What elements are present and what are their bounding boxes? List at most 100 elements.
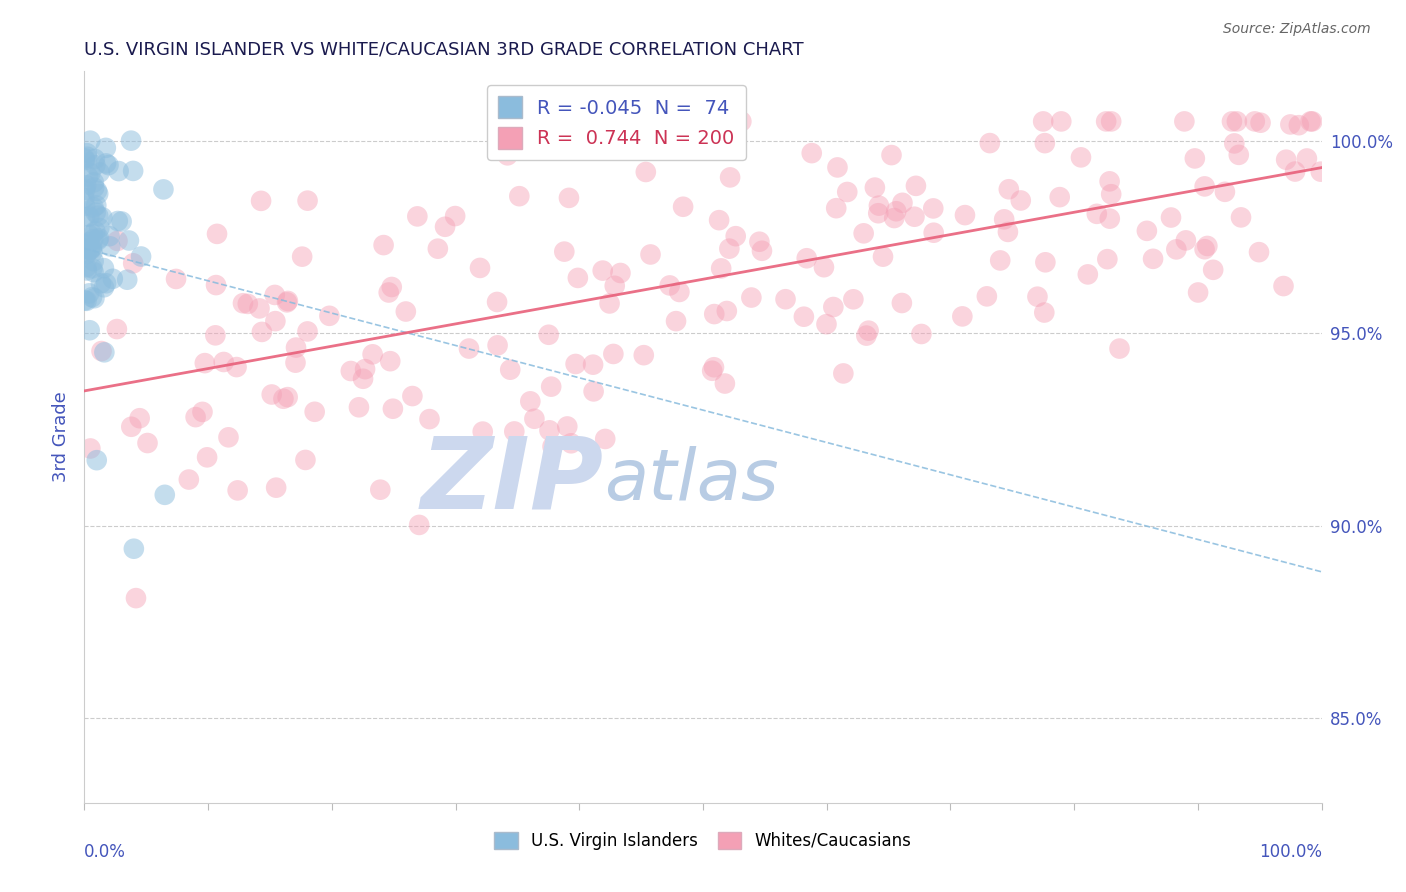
Text: 100.0%: 100.0% (1258, 843, 1322, 861)
Point (82, 245, 104, 260)
Point (204, 328, 226, 343)
Point (82, 240, 104, 254)
Point (922, 226, 945, 240)
Point (858, 324, 880, 338)
Point (294, 453, 316, 467)
Point (406, 210, 429, 224)
Point (76, 146, 98, 161)
Point (1032, 114, 1054, 128)
Point (1197, 239, 1219, 253)
Point (593, 432, 616, 446)
Point (855, 328, 877, 343)
Point (1284, 164, 1306, 178)
Point (152, 182, 174, 196)
Point (1026, 290, 1049, 304)
Point (603, 278, 626, 293)
Point (880, 148, 903, 162)
Point (80, 290, 103, 304)
Point (373, 238, 395, 252)
Point (73, 210, 96, 224)
Point (75, 260, 97, 275)
Point (508, 189, 530, 203)
Point (89, 221, 111, 235)
Point (668, 285, 690, 299)
Point (815, 317, 838, 331)
Point (1099, 114, 1122, 128)
Point (82, 227, 104, 242)
Point (118, 234, 141, 248)
Point (1136, 224, 1159, 238)
Point (716, 304, 738, 318)
Point (352, 372, 374, 386)
Point (76, 293, 98, 308)
Point (277, 293, 299, 308)
Point (658, 278, 681, 293)
Point (724, 229, 747, 244)
Point (250, 194, 273, 208)
Point (75, 183, 97, 197)
Point (195, 450, 218, 465)
Point (1243, 114, 1265, 128)
Point (77, 227, 100, 242)
Point (205, 227, 228, 241)
Point (76, 263, 98, 277)
Point (863, 180, 886, 194)
Point (105, 322, 128, 336)
Point (998, 182, 1021, 196)
Point (80, 242, 103, 256)
Point (418, 412, 440, 426)
Point (813, 260, 835, 275)
Point (1220, 114, 1243, 128)
Point (84, 224, 107, 238)
Point (800, 146, 823, 161)
Point (361, 347, 384, 361)
Point (1250, 116, 1272, 130)
Point (98, 239, 121, 253)
Point (979, 136, 1001, 150)
Point (122, 541, 145, 556)
Point (1173, 114, 1195, 128)
Point (408, 517, 430, 532)
Point (890, 296, 912, 310)
Point (582, 384, 605, 399)
Point (76, 150, 98, 164)
Point (291, 250, 314, 264)
Point (1174, 233, 1197, 247)
Point (1301, 114, 1323, 128)
Point (381, 280, 404, 294)
Point (87, 233, 110, 247)
Point (89, 165, 111, 179)
Point (825, 201, 848, 215)
Point (122, 164, 145, 178)
Point (232, 296, 254, 310)
Point (710, 261, 733, 276)
Point (250, 325, 273, 339)
Point (401, 389, 423, 403)
Point (707, 213, 730, 227)
Point (852, 227, 875, 241)
Point (381, 401, 404, 416)
Point (1223, 136, 1246, 151)
Point (115, 273, 138, 287)
Point (884, 204, 907, 219)
Point (486, 338, 509, 352)
Point (205, 278, 228, 293)
Point (602, 347, 624, 361)
Text: U.S. VIRGIN ISLANDER VS WHITE/CAUCASIAN 3RD GRADE CORRELATION CHART: U.S. VIRGIN ISLANDER VS WHITE/CAUCASIAN … (84, 41, 804, 59)
Point (340, 364, 363, 378)
Point (903, 210, 925, 224)
Point (1288, 118, 1310, 132)
Point (740, 291, 762, 305)
Point (519, 394, 541, 409)
Point (297, 194, 319, 208)
Point (1275, 153, 1298, 167)
Point (434, 219, 457, 234)
Point (1098, 174, 1121, 188)
Point (837, 185, 859, 199)
Point (264, 481, 287, 495)
Point (1070, 150, 1092, 164)
Point (537, 327, 560, 342)
Point (84, 198, 107, 212)
Point (496, 148, 519, 162)
Point (1213, 185, 1236, 199)
